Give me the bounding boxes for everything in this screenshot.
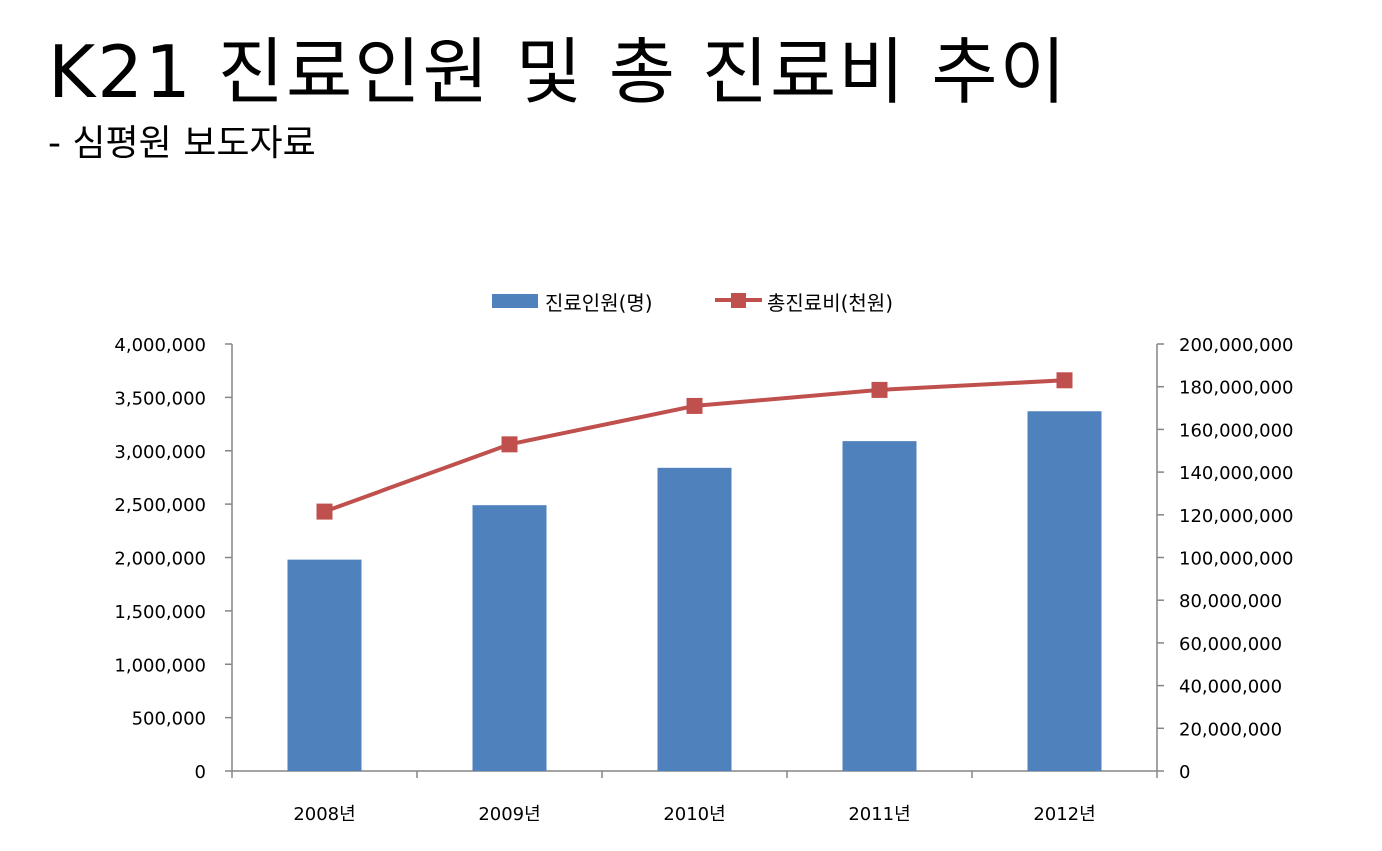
bar-2010년 — [657, 467, 732, 771]
left-axis-tick-label: 3,000,000 — [114, 442, 206, 463]
legend-swatch-visitors — [492, 294, 538, 308]
right-axis-tick-label: 160,000,000 — [1179, 420, 1294, 441]
right-axis-tick-label: 20,000,000 — [1179, 719, 1282, 740]
bar-2009년 — [472, 505, 547, 771]
left-axis-tick-label: 3,500,000 — [114, 388, 206, 409]
line-series-cost — [316, 372, 1073, 520]
left-axis-tick-label: 1,500,000 — [114, 602, 206, 623]
chart-axes: 0 500,000 1,000,000 1,500,000 2,000,000 2,500… — [114, 335, 1293, 825]
right-axis-tick-label: 80,000,000 — [1179, 591, 1282, 612]
legend-label-cost: 총진료비(천원) — [767, 291, 893, 315]
x-axis-category-label: 2008년 — [293, 804, 355, 825]
right-axis-tick-label: 200,000,000 — [1179, 335, 1294, 356]
left-axis-tick-label: 2,000,000 — [114, 549, 206, 570]
left-axis-tick-label: 0 — [195, 762, 206, 783]
right-axis-tick-label: 0 — [1179, 762, 1190, 783]
legend-label-visitors: 진료인원(명) — [545, 291, 653, 315]
cost-point-2009년 — [501, 436, 518, 453]
bar-series-visitors — [287, 411, 1102, 771]
x-axis-category-label: 2012년 — [1033, 804, 1095, 825]
left-axis-tick-label: 4,000,000 — [114, 335, 206, 356]
page-subtitle: - 심평원 보도자료 — [48, 123, 316, 164]
bar-2012년 — [1027, 411, 1102, 771]
cost-point-2012년 — [1056, 372, 1073, 389]
cost-point-2008년 — [316, 503, 333, 520]
bar-2008년 — [287, 559, 362, 771]
bar-2011년 — [842, 441, 917, 771]
cost-point-2011년 — [871, 381, 888, 398]
right-axis-tick-label: 180,000,000 — [1179, 378, 1294, 399]
left-axis-tick-label: 1,000,000 — [114, 655, 206, 676]
left-axis-tick-label: 2,500,000 — [114, 495, 206, 516]
page-title: K21 진료인원 및 총 진료비 추이 — [48, 30, 1068, 114]
legend-swatch-cost-marker — [731, 293, 746, 308]
right-axis-tick-label: 120,000,000 — [1179, 506, 1294, 527]
cost-point-2010년 — [686, 397, 703, 414]
chart-legend: 진료인원(명) 총진료비(천원) — [492, 291, 893, 315]
x-axis-category-label: 2009년 — [478, 804, 540, 825]
right-axis-tick-label: 60,000,000 — [1179, 634, 1282, 655]
x-axis-category-label: 2011년 — [848, 804, 910, 825]
right-axis-tick-label: 140,000,000 — [1179, 463, 1294, 484]
right-axis-tick-label: 40,000,000 — [1179, 677, 1282, 698]
left-axis-tick-label: 500,000 — [132, 709, 206, 730]
x-axis-category-label: 2010년 — [663, 804, 725, 825]
right-axis-tick-label: 100,000,000 — [1179, 549, 1294, 570]
